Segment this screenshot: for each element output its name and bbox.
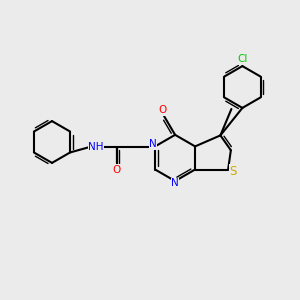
Text: NH: NH xyxy=(88,142,103,152)
Text: O: O xyxy=(158,105,166,115)
Text: N: N xyxy=(171,178,179,188)
Text: N: N xyxy=(149,140,157,149)
Text: O: O xyxy=(113,165,121,175)
Text: S: S xyxy=(230,165,237,178)
Text: Cl: Cl xyxy=(237,54,248,64)
